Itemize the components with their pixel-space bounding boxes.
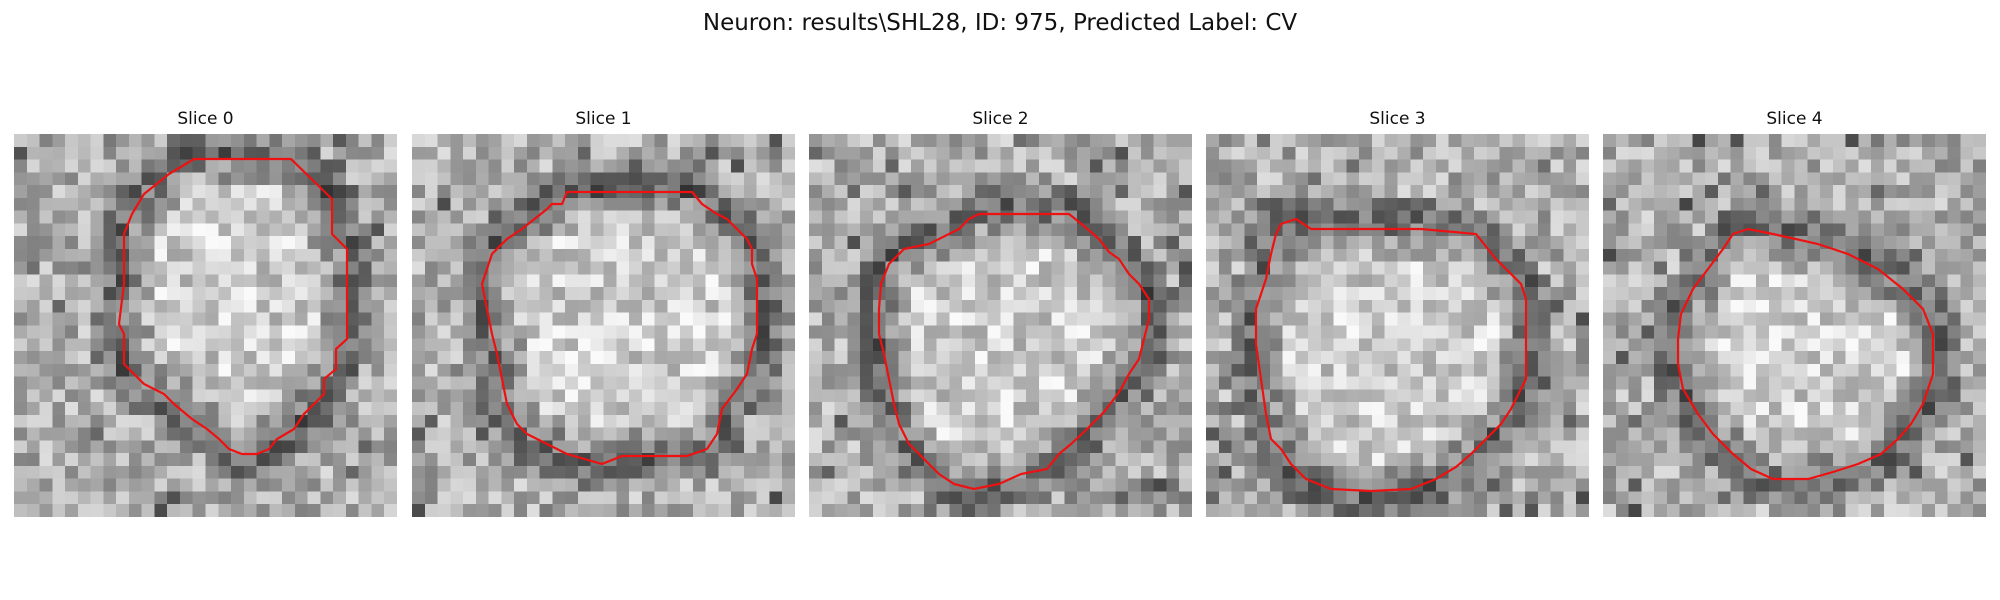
figure-title: Neuron: results\SHL28, ID: 975, Predicte… [702,10,1298,36]
contour-overlay [1676,227,1935,481]
slice-image [412,134,795,517]
contour-overlay [877,212,1151,491]
segmentation-contour [1254,217,1528,493]
segmentation-contour [117,157,349,456]
contour-overlay [480,190,759,466]
segmentation-contour [480,190,759,466]
slice-title: Slice 2 [972,109,1029,129]
slice-image [1603,134,1986,517]
segmentation-contour [1676,227,1935,481]
slice-image [14,134,397,517]
segmentation-contour [877,212,1151,491]
slice-title: Slice 1 [575,109,632,129]
slice-title: Slice 3 [1369,109,1426,129]
contour-overlay [1254,217,1528,493]
slice-title: Slice 0 [177,109,234,129]
contour-overlay [117,157,349,456]
slice-image [809,134,1192,517]
slice-title: Slice 4 [1766,109,1823,129]
